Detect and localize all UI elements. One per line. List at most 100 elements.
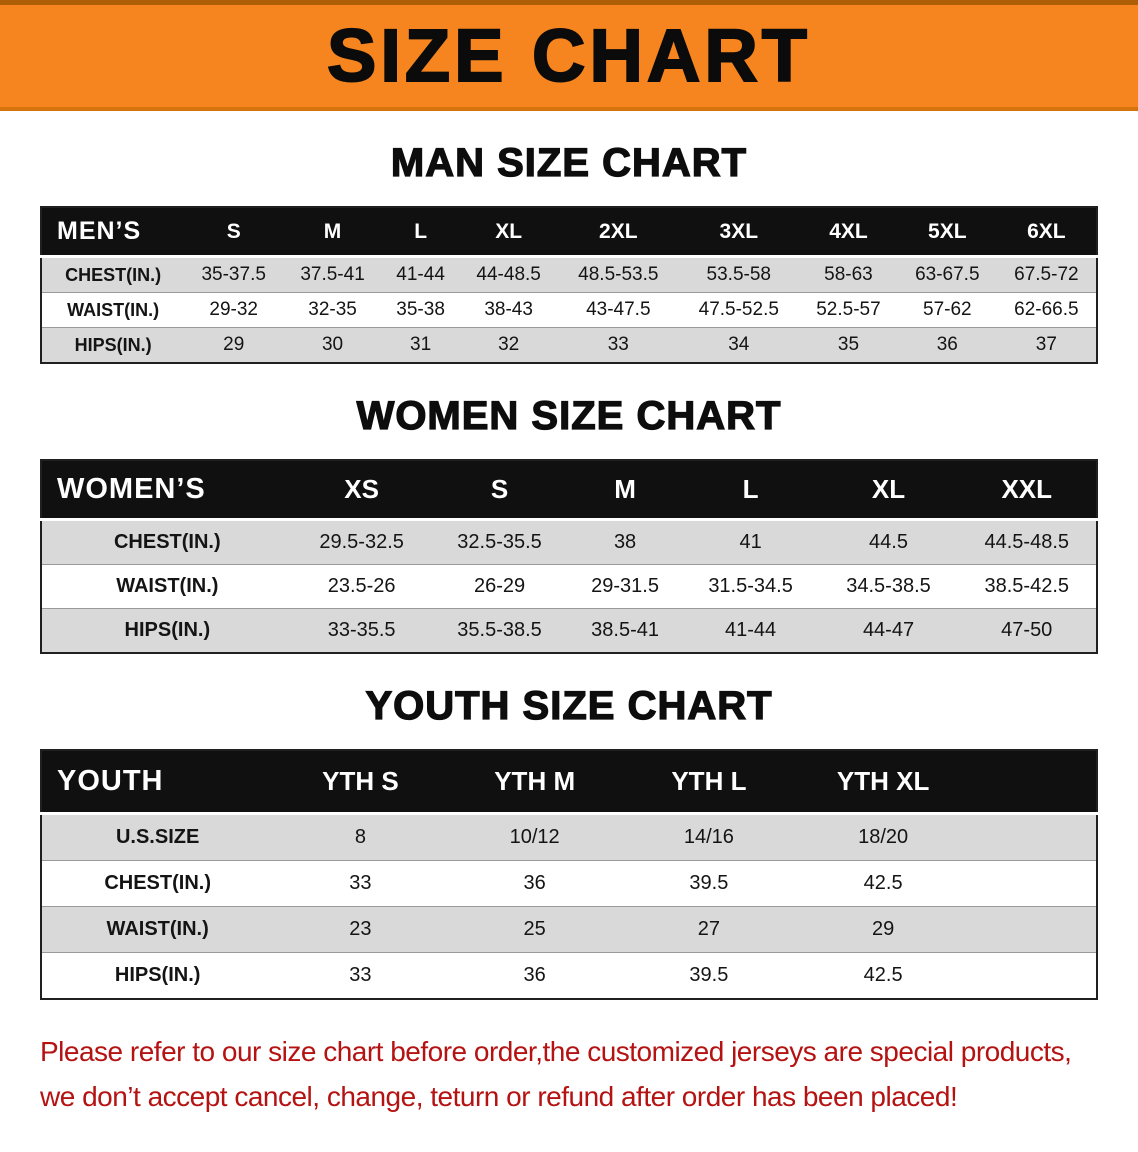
- size-value: 38.5-42.5: [984, 575, 1069, 597]
- size-value: 26-29: [473, 575, 526, 597]
- disclaimer-line-1: Please refer to our size chart before or…: [40, 1036, 1072, 1067]
- row-label: CHEST(IN.): [104, 872, 211, 894]
- size-value: 29-32: [209, 299, 258, 320]
- size-column-header: L: [381, 207, 460, 258]
- table-row: U.S.SIZE 8 10/12 14/16 18/20: [41, 813, 1097, 861]
- size-value: 30: [321, 334, 344, 355]
- size-value: 53.5-58: [706, 264, 771, 285]
- size-value: 47.5-52.5: [698, 299, 779, 320]
- size-column-header: 5XL: [897, 207, 997, 258]
- size-value: 62-66.5: [1014, 299, 1079, 320]
- size-value: 63-67.5: [915, 264, 980, 285]
- table-row: WAIST(IN.) 29-32 32-35 35-38 38-43 43-47.5 47.…: [41, 292, 1097, 328]
- size-value: 31.5-34.5: [708, 575, 793, 597]
- size-column-header: YTH XL: [796, 750, 971, 815]
- size-value: 41-44: [725, 619, 777, 641]
- size-value: 31: [410, 334, 432, 355]
- size-value: 34.5-38.5: [846, 575, 931, 597]
- size-column-header: 2XL: [558, 207, 679, 258]
- youth-size-section: YOUTH SIZE CHART YOUTH YTH S YTH M YTH L YTH…: [0, 683, 1138, 1000]
- size-value: 35.5-38.5: [457, 619, 542, 641]
- women-size-table-wrap: WOMEN’S XS S M L XL XXL CHEST(IN.) 29.5-32.5 32.…: [0, 459, 1138, 654]
- size-value: 34: [728, 334, 750, 355]
- size-value: 32-35: [308, 299, 357, 320]
- size-value: 58-63: [824, 264, 873, 285]
- row-label: WAIST(IN.): [116, 575, 219, 597]
- size-value: 25: [523, 918, 546, 940]
- size-value: 38: [613, 531, 637, 553]
- spacer-cell: [970, 814, 1097, 861]
- size-column-header: M: [568, 460, 682, 521]
- table-row: CHEST(IN.) 29.5-32.5 32.5-35.5 38 41 44.5 44.5…: [41, 519, 1097, 565]
- size-column-header: XL: [819, 460, 958, 521]
- size-value: 42.5: [863, 872, 903, 894]
- table-header-row: WOMEN’S XS S M L XL XXL: [41, 460, 1097, 521]
- size-column-header: S: [184, 207, 284, 258]
- size-value: 38.5-41: [591, 619, 659, 641]
- size-column-header: M: [283, 207, 382, 258]
- table-row: WAIST(IN.) 23.5-26 26-29 29-31.5 31.5-34.5 34…: [41, 564, 1097, 609]
- size-value: 39.5: [689, 964, 729, 986]
- table-corner-label: YOUTH: [41, 750, 274, 815]
- spacer-cell: [970, 907, 1097, 953]
- size-column-header: YTH L: [621, 750, 797, 815]
- size-value: 14/16: [683, 826, 734, 848]
- row-label: WAIST(IN.): [67, 299, 160, 320]
- size-column-header: 6XL: [996, 207, 1097, 258]
- table-row: HIPS(IN.) 33 36 39.5 42.5: [41, 952, 1097, 1000]
- row-label: HIPS(IN.): [114, 964, 201, 986]
- spacer-cell: [970, 953, 1097, 1000]
- size-value: 33: [607, 334, 629, 355]
- youth-section-heading: YOUTH SIZE CHART: [365, 683, 773, 728]
- title-banner: SIZE CHART: [0, 0, 1138, 111]
- size-value: 36: [936, 334, 958, 355]
- size-column-header: XS: [292, 460, 431, 521]
- size-value: 43-47.5: [586, 299, 651, 320]
- size-value: 10/12: [509, 826, 560, 848]
- size-value: 57-62: [923, 299, 972, 320]
- size-value: 27: [697, 918, 721, 940]
- size-value: 48.5-53.5: [578, 264, 659, 285]
- men-section-heading: MAN SIZE CHART: [390, 140, 748, 185]
- size-value: 35-38: [396, 299, 445, 320]
- women-size-table: WOMEN’S XS S M L XL XXL CHEST(IN.) 29.5-32.5 32.…: [40, 459, 1098, 654]
- size-value: 41: [739, 531, 762, 553]
- size-value: 36: [523, 964, 546, 986]
- size-value: 35: [837, 334, 860, 355]
- size-value: 44-47: [862, 619, 915, 641]
- size-value: 29-31.5: [591, 575, 659, 597]
- table-corner-label: MEN’S: [41, 207, 185, 258]
- size-value: 47-50: [1001, 619, 1053, 641]
- size-value: 52.5-57: [816, 299, 881, 320]
- size-value: 35-37.5: [201, 264, 266, 285]
- table-row: WAIST(IN.) 23 25 27 29: [41, 906, 1097, 953]
- table-row: HIPS(IN.) 29 30 31 32 33 34 35 36 37: [41, 327, 1097, 363]
- disclaimer-note: Please refer to our size chart before or…: [0, 1034, 1138, 1152]
- table-header-row: YOUTH YTH S YTH M YTH L YTH XL: [41, 750, 1097, 815]
- row-label: CHEST(IN.): [113, 531, 221, 553]
- men-size-section: MAN SIZE CHART MEN’S S M L XL 2XL 3XL 4XL 5XL 6XL…: [0, 140, 1138, 364]
- men-size-table-wrap: MEN’S S M L XL 2XL 3XL 4XL 5XL 6XL CHEST(IN.) 35-3…: [0, 206, 1138, 364]
- size-value: 33-35.5: [327, 619, 396, 641]
- row-label: HIPS(IN.): [74, 334, 152, 355]
- women-section-heading: WOMEN SIZE CHART: [356, 393, 782, 438]
- table-row: CHEST(IN.) 35-37.5 37.5-41 41-44 44-48.5 48.5…: [41, 256, 1097, 293]
- row-label: U.S.SIZE: [115, 826, 200, 848]
- size-value: 41-44: [396, 264, 445, 285]
- size-column-header: XL: [459, 207, 559, 258]
- size-value: 67.5-72: [1014, 264, 1079, 285]
- page-title: SIZE CHART: [326, 14, 811, 97]
- size-value: 39.5: [689, 872, 729, 894]
- size-value: 29: [223, 334, 245, 355]
- size-value: 44-48.5: [476, 264, 541, 285]
- size-value: 33: [349, 872, 372, 894]
- row-label: WAIST(IN.): [106, 918, 209, 940]
- size-value: 42.5: [863, 964, 903, 986]
- row-label: CHEST(IN.): [65, 264, 162, 285]
- men-size-table: MEN’S S M L XL 2XL 3XL 4XL 5XL 6XL CHEST(IN.) 35-3…: [40, 206, 1098, 364]
- size-value: 32: [498, 334, 520, 355]
- youth-size-table-wrap: YOUTH YTH S YTH M YTH L YTH XL U.S.SIZE 8 10/1…: [0, 749, 1138, 1000]
- size-value: 38-43: [484, 299, 533, 320]
- size-value: 18/20: [858, 826, 909, 848]
